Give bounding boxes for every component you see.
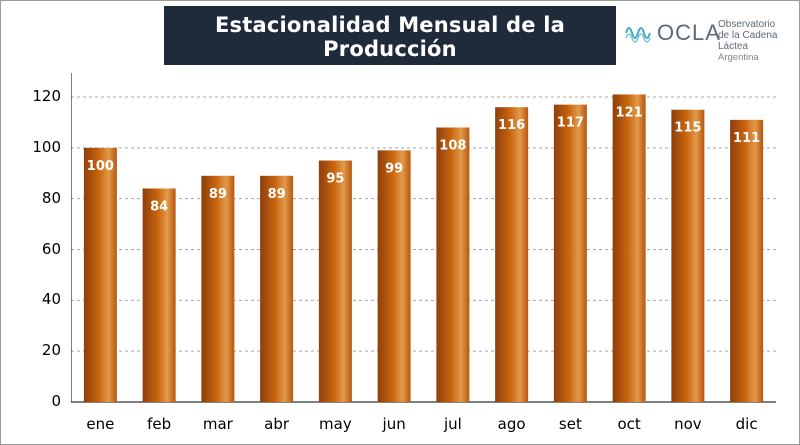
y-tick-label: 40 <box>41 290 61 309</box>
x-tick-label: mar <box>202 415 233 433</box>
x-tick-label: ene <box>86 415 115 433</box>
data-labels: 100 84 89 89 95 99 108 116 117 121 115 111 <box>87 105 760 214</box>
bar-jul <box>436 127 470 402</box>
logo-wordmark: OCLA <box>657 20 721 45</box>
bar-nov <box>671 109 705 403</box>
bar-ago <box>495 107 529 402</box>
title-banner: Estacionalidad Mensual de la Producción … <box>164 6 616 81</box>
y-tick-label: 80 <box>41 188 61 207</box>
y-tick-label: 100 <box>32 137 61 156</box>
data-label: 99 <box>385 161 403 176</box>
bar-mar <box>201 175 235 402</box>
y-tick-label: 120 <box>32 87 61 105</box>
logo-tagline: Observatorio de la Cadena Láctea Argenti… <box>718 19 799 63</box>
data-label: 115 <box>674 121 701 136</box>
data-label: 89 <box>268 187 286 202</box>
data-label: 108 <box>439 139 466 154</box>
bar-ene <box>83 147 117 402</box>
x-tick-label: abr <box>264 415 290 433</box>
y-tick-label: 60 <box>41 239 61 258</box>
data-label: 84 <box>150 200 168 215</box>
y-tick-label: 0 <box>51 392 61 410</box>
bar-abr <box>260 175 294 402</box>
x-tick-label: nov <box>674 415 702 433</box>
bar-chart: 100 84 89 89 95 99 108 116 117 121 115 111 <box>71 73 776 403</box>
chart-subtitle: - últimos 4 años, Base Enero = 100 - <box>270 66 510 81</box>
ocla-logo: OCLA Observatorio de la Cadena Láctea Ar… <box>624 17 799 63</box>
data-label: 117 <box>557 116 584 131</box>
bar-may <box>318 160 352 402</box>
x-tick-label: may <box>319 415 352 433</box>
y-tick-label: 20 <box>41 341 61 360</box>
data-label: 111 <box>733 131 760 146</box>
bar-oct <box>612 94 646 402</box>
x-tick-label: set <box>558 415 582 433</box>
data-label: 95 <box>326 172 344 187</box>
logo-line-3: Argentina <box>718 52 759 63</box>
data-label: 116 <box>498 118 525 133</box>
gridlines <box>71 96 776 352</box>
data-label: 100 <box>87 159 114 174</box>
bar-dic <box>730 119 764 402</box>
logo-line-1: Observatorio <box>718 19 776 30</box>
data-label: 89 <box>209 187 227 202</box>
data-label: 121 <box>616 105 643 120</box>
bar-jun <box>377 150 411 402</box>
x-tick-label: dic <box>735 415 758 433</box>
x-tick-label: feb <box>147 415 172 433</box>
x-tick-label: jun <box>382 415 406 433</box>
x-tick-label: oct <box>617 415 641 433</box>
bars <box>83 94 764 403</box>
chart-title: Estacionalidad Mensual de la Producción <box>215 13 565 61</box>
x-tick-label: ago <box>497 415 526 433</box>
bar-feb <box>142 188 176 402</box>
wave-icon <box>625 27 651 43</box>
x-tick-label: jul <box>443 415 462 433</box>
logo-line-2: de la Cadena Láctea <box>718 30 778 52</box>
bar-set <box>553 104 587 402</box>
